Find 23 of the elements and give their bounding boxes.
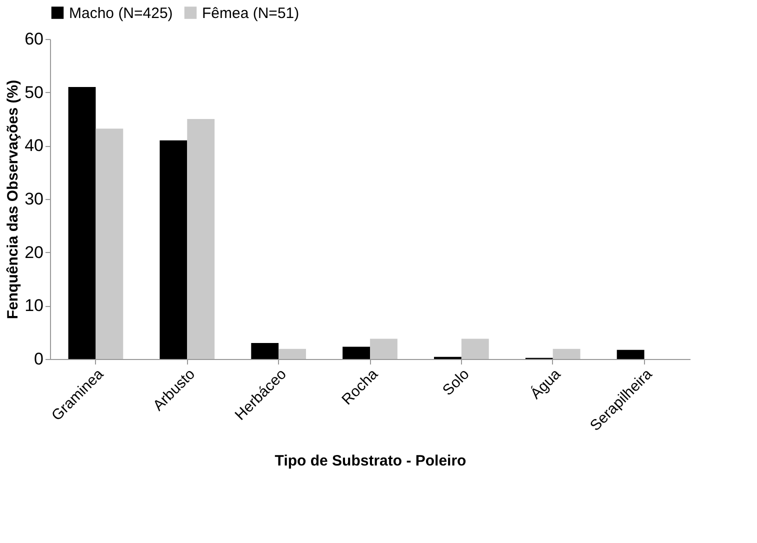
y-tick-label: 60 [24, 30, 44, 48]
y-tick-label: 0 [34, 350, 44, 368]
legend-label: Macho (N=425) [69, 4, 173, 22]
x-tick-label: Solo [439, 366, 473, 400]
bar [68, 87, 96, 359]
y-tick-label: 50 [24, 82, 44, 102]
bar [616, 350, 644, 359]
y-axis-title: Fenquência das Observações (%) [4, 80, 22, 320]
bar [552, 348, 580, 359]
y-tick-label: 10 [24, 296, 44, 316]
bar [461, 338, 489, 359]
bar [160, 140, 188, 359]
y-tick-label: 40 [24, 136, 44, 156]
x-axis-title: Tipo de Substrato - Poleiro [274, 452, 466, 470]
legend-label: Fêmea (N=51) [202, 4, 300, 22]
bar [370, 338, 398, 359]
bar [342, 346, 370, 359]
bar [187, 119, 215, 359]
y-tick-label: 30 [24, 190, 44, 208]
bar [251, 343, 279, 359]
y-tick-label: 20 [24, 242, 44, 262]
bar [96, 128, 124, 359]
bar [278, 348, 306, 359]
